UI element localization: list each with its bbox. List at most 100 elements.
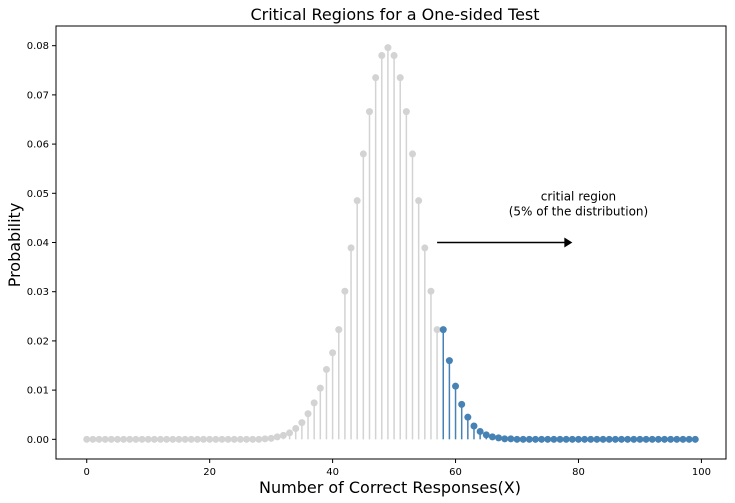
stem-marker [279, 431, 287, 439]
stem-marker [556, 435, 564, 443]
stem-marker [261, 435, 269, 443]
stem-marker [495, 434, 503, 442]
stem-marker [310, 399, 318, 407]
x-tick-label: 80 [572, 467, 585, 478]
stem-marker [255, 435, 263, 443]
stem-marker [107, 435, 115, 443]
stem-marker [599, 435, 607, 443]
annotation-line-2: (5% of the distribution) [509, 204, 649, 218]
y-tick-label: 0.07 [27, 90, 49, 101]
y-axis-label: Probability [5, 203, 24, 288]
stem-marker [230, 435, 238, 443]
stem-marker [679, 435, 687, 443]
stem-marker [544, 435, 552, 443]
annotation-line-1: critial region [541, 190, 616, 204]
stem-marker [390, 52, 398, 60]
stem-marker [636, 435, 644, 443]
stem-marker [519, 435, 527, 443]
x-axis-ticks: 0 20 40 60 80 100 [84, 459, 711, 478]
x-tick-label: 0 [84, 467, 90, 478]
y-tick-label: 0.00 [27, 435, 49, 446]
stem-marker [593, 435, 601, 443]
stem-marker [206, 435, 214, 443]
stem-marker [488, 433, 496, 441]
y-tick-label: 0.05 [27, 189, 49, 200]
stem-marker [273, 433, 281, 441]
stem-marker [654, 435, 662, 443]
stem-marker [433, 326, 441, 334]
stem-marker [427, 287, 435, 295]
stem-marker [568, 435, 576, 443]
stem-marker [501, 435, 509, 443]
stem-marker [359, 150, 367, 158]
stem-marker [243, 435, 251, 443]
stem-marker [525, 435, 533, 443]
stem-marker [476, 427, 484, 435]
stem-marker [445, 357, 453, 365]
stem-marker [95, 435, 103, 443]
stem-marker [144, 435, 152, 443]
stem-marker [452, 382, 460, 390]
stem-marker [415, 197, 423, 205]
stem-marker [538, 435, 546, 443]
stem-marker [550, 435, 558, 443]
stem-marker [581, 435, 589, 443]
stem-marker [163, 435, 171, 443]
stem-marker [378, 52, 386, 60]
x-tick-label: 60 [449, 467, 462, 478]
stem-marker [181, 435, 189, 443]
stem-marker [673, 435, 681, 443]
y-tick-label: 0.06 [27, 140, 49, 151]
stem-marker [353, 197, 361, 205]
y-tick-label: 0.02 [27, 336, 49, 347]
stem-marker [329, 349, 337, 357]
stem-marker [200, 435, 208, 443]
stem-marker [624, 435, 632, 443]
stem-marker [630, 435, 638, 443]
stem-marker [402, 108, 410, 116]
stem-marker [341, 287, 349, 295]
stem-marker [409, 150, 417, 158]
stem-marker [292, 424, 300, 432]
stem-marker [193, 435, 201, 443]
stem-marker [126, 435, 134, 443]
stem-marker [458, 400, 466, 408]
stem-marker [218, 435, 226, 443]
stem-marker [120, 435, 128, 443]
stem-marker [661, 435, 669, 443]
x-tick-label: 20 [203, 467, 216, 478]
stem-marker [187, 435, 195, 443]
critical-region-annotation: critial region (5% of the distribution) [437, 190, 648, 248]
stems-layer [264, 47, 512, 440]
stem-marker [384, 44, 392, 52]
stem-marker [236, 435, 244, 443]
y-tick-label: 0.04 [27, 238, 49, 249]
y-tick-label: 0.08 [27, 41, 49, 52]
stem-marker [531, 435, 539, 443]
stem-marker [316, 384, 324, 392]
y-tick-label: 0.03 [27, 287, 49, 298]
stem-marker [642, 435, 650, 443]
stem-marker [347, 244, 355, 252]
stem-marker [298, 419, 306, 427]
plot-frame [55, 25, 727, 460]
stem-marker [439, 326, 447, 334]
stem-marker [169, 435, 177, 443]
stem-marker [156, 435, 164, 443]
stem-marker [138, 435, 146, 443]
x-tick-label: 100 [692, 467, 711, 478]
x-axis-label: Number of Correct Responses(X) [259, 478, 521, 497]
stem-marker [89, 435, 97, 443]
stem-marker [482, 431, 490, 439]
stem-marker [574, 435, 582, 443]
stem-marker [587, 435, 595, 443]
stem-marker [396, 74, 404, 82]
stem-marker [286, 429, 294, 437]
stem-marker [618, 435, 626, 443]
stem-marker [365, 108, 373, 116]
stem-marker [322, 365, 330, 373]
markers-layer [83, 44, 699, 443]
stem-marker [249, 435, 257, 443]
stem-marker [421, 244, 429, 252]
